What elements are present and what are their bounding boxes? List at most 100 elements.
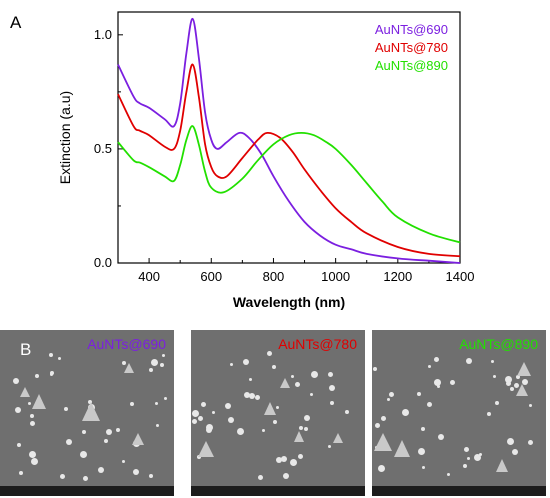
legend-entry-1: AuNTs@690 (375, 22, 448, 37)
sem-particle (299, 426, 303, 430)
sem-nanotriangle (280, 378, 290, 388)
sem-label-780: AuNTs@780 (278, 336, 357, 352)
sem-particle (273, 420, 277, 424)
series-line-1 (117, 17, 461, 264)
sem-particle (230, 363, 233, 366)
sem-particle (228, 417, 234, 423)
sem-particle (421, 427, 425, 431)
y-tick-label: 1.0 (94, 27, 112, 42)
sem-particle (281, 456, 287, 462)
y-tick-label: 0.5 (94, 141, 112, 156)
sem-particle (345, 410, 349, 414)
y-axis-title: Extinction (a.u) (57, 91, 73, 184)
sem-nanotriangle (517, 362, 531, 376)
sem-particle (155, 402, 158, 405)
sem-particle (192, 410, 199, 417)
sem-nanotriangle (333, 433, 343, 443)
x-tick-label: 400 (138, 269, 160, 284)
sem-particle (149, 474, 153, 478)
x-axis-title: Wavelength (nm) (233, 294, 345, 310)
x-tick-label: 1000 (321, 269, 350, 284)
sem-particle (66, 439, 72, 445)
legend-entry-2: AuNTs@780 (375, 40, 448, 55)
sem-particle (83, 476, 88, 481)
sem-particle (447, 473, 450, 476)
sem-particle (474, 454, 481, 461)
sem-particle (493, 375, 496, 378)
sem-particle (491, 360, 494, 363)
sem-particle (506, 381, 511, 386)
sem-nanotriangle (20, 387, 30, 397)
sem-particle (507, 438, 514, 445)
sem-particle (467, 457, 470, 460)
legend-entry-3: AuNTs@890 (375, 58, 448, 73)
sem-particle (295, 382, 300, 387)
sem-particle (463, 464, 467, 468)
sem-particle (50, 373, 53, 376)
sem-particle (329, 385, 335, 391)
sem-particle (15, 407, 21, 413)
sem-nanotriangle (82, 402, 100, 421)
sem-particle (510, 387, 514, 391)
sem-particle (255, 395, 260, 400)
sem-particle (428, 365, 431, 368)
sem-particle (311, 371, 318, 378)
sem-nanotriangle (198, 441, 214, 457)
sem-particle (505, 376, 512, 383)
sem-nanotriangle (516, 384, 528, 396)
sem-particle (522, 379, 528, 385)
sem-nanotriangle (132, 433, 144, 445)
sem-particle (201, 402, 206, 407)
x-tick-label: 1200 (383, 269, 412, 284)
sem-particle (434, 357, 439, 362)
sem-particle (19, 471, 23, 475)
sem-particle (30, 421, 35, 426)
sem-particle (276, 457, 282, 463)
sem-particle (375, 423, 380, 428)
sem-particle (528, 440, 533, 445)
sem-particle (310, 393, 313, 396)
sem-particle (512, 449, 518, 455)
sem-particle (237, 428, 244, 435)
sem-particle (192, 419, 197, 424)
series-line-2 (117, 63, 461, 258)
sem-particle (427, 402, 432, 407)
sem-particle (133, 469, 139, 475)
sem-particle (298, 454, 303, 459)
sem-particle (160, 363, 164, 367)
sem-particle (258, 475, 263, 480)
panel-a-letter: A (10, 13, 22, 32)
sem-particle (464, 447, 469, 452)
sem-particle (417, 392, 421, 396)
x-tick-label: 1400 (446, 269, 475, 284)
sem-particle (80, 451, 87, 458)
sem-particle (225, 403, 231, 409)
sem-particle (304, 427, 308, 431)
sem-image-890: AuNTs@890 (372, 330, 546, 496)
sem-particle (291, 375, 294, 378)
sem-info-bar (372, 486, 546, 496)
series-line-3 (117, 125, 461, 244)
y-tick-label: 0.0 (94, 255, 112, 270)
sem-info-bar (191, 486, 365, 496)
sem-particle (104, 439, 108, 443)
sem-label-890: AuNTs@890 (459, 336, 538, 352)
sem-nanotriangle (374, 433, 392, 451)
sem-nanotriangle (496, 459, 508, 472)
sem-image-780: AuNTs@780 (191, 330, 365, 496)
sem-particle (387, 398, 390, 401)
sem-particle (244, 392, 250, 398)
sem-particle (422, 466, 425, 469)
sem-particle (130, 402, 134, 406)
sem-nanotriangle (124, 363, 134, 373)
sem-particle (58, 357, 61, 360)
sem-particle (437, 385, 440, 388)
sem-particle (304, 415, 310, 421)
legend: AuNTs@690 AuNTs@780 AuNTs@890 (375, 22, 448, 73)
sem-particle (434, 379, 441, 386)
sem-particle (267, 351, 272, 356)
sem-particle (243, 359, 249, 365)
axes-layer: 400 600 800 1000 1200 1400 0.0 0.5 1.0 (94, 11, 475, 284)
sem-particle (13, 378, 19, 384)
sem-particle (249, 393, 255, 399)
